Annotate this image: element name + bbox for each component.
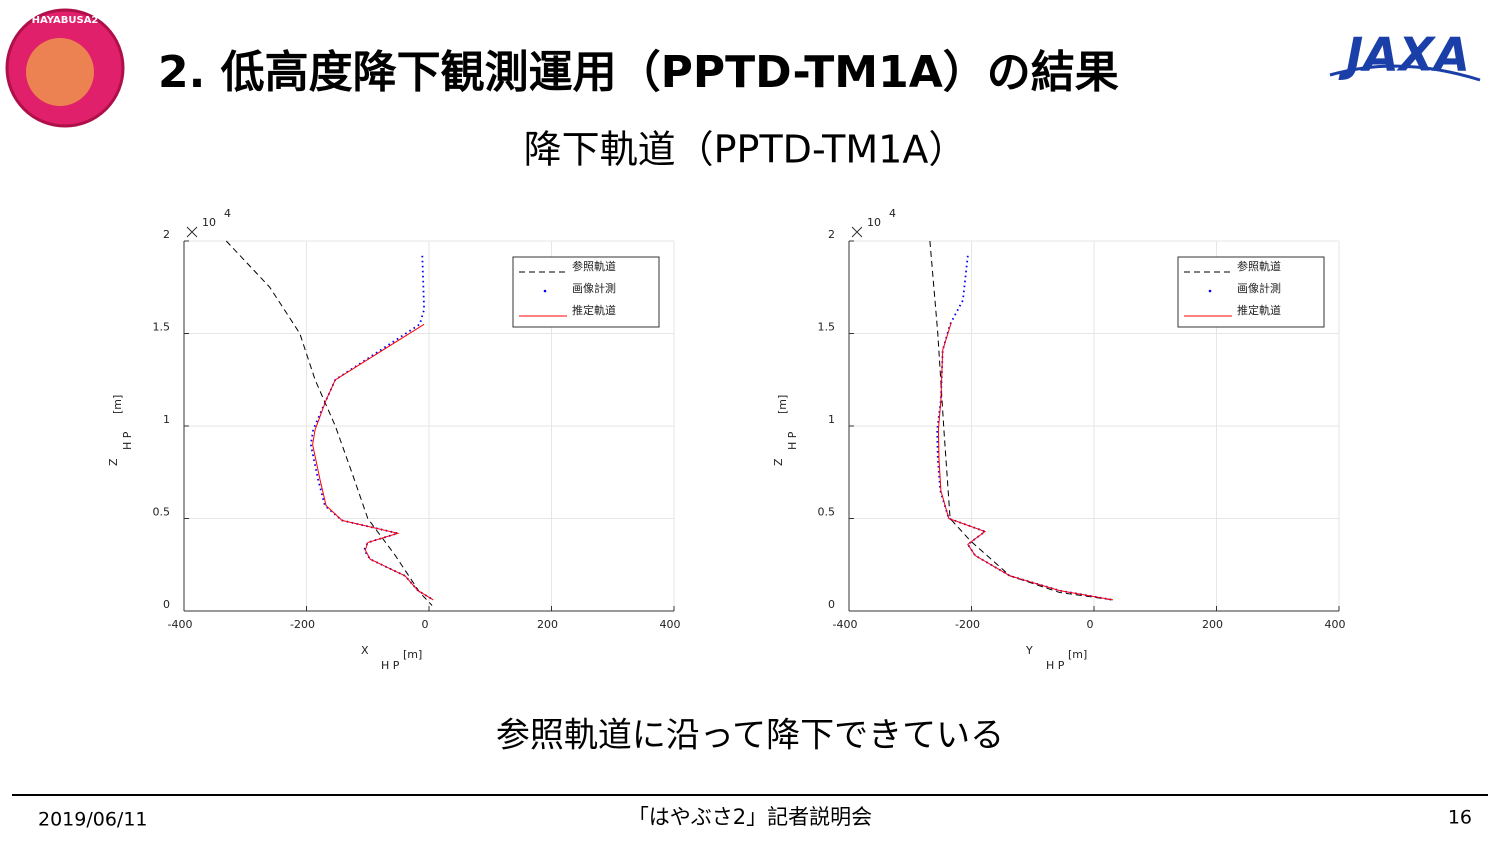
legend-label: 画像計測 <box>1237 281 1281 295</box>
x-label: X <box>361 644 369 657</box>
x-label: Y <box>1025 644 1033 657</box>
y-label-unit: [m] <box>776 395 789 414</box>
x-tick-label: -400 <box>168 618 193 631</box>
x-tick-label: 200 <box>537 618 558 631</box>
legend-label: 推定軌道 <box>572 303 616 317</box>
mission-logo-text: HAYABUSA2 <box>32 15 99 26</box>
y-tick-label: 1 <box>163 413 170 426</box>
y-tick-label: 0.5 <box>153 506 171 519</box>
y-multiplier: 10 <box>202 216 216 229</box>
x-tick-label: -200 <box>290 618 315 631</box>
multiplier-sign <box>186 226 198 238</box>
agency-logo-text: JAXA <box>1338 28 1470 82</box>
multiplier-sign <box>851 226 863 238</box>
x-label-sub: H P <box>381 659 400 672</box>
x-label-sub: H P <box>1046 659 1065 672</box>
y-tick-label: 2 <box>828 228 835 241</box>
legend-box <box>512 256 660 328</box>
series-line <box>225 240 433 606</box>
y-exponent: 4 <box>224 207 231 220</box>
slide-subtitle: 降下軌道（PPTD-TM1A） <box>524 128 967 172</box>
y-label-sub: H P <box>786 431 799 450</box>
x-tick-label: 400 <box>660 618 681 631</box>
x-tick-label: -400 <box>833 618 858 631</box>
y-tick-label: 1 <box>828 413 835 426</box>
y-multiplier: 10 <box>867 216 881 229</box>
x-label-unit: [m] <box>1068 648 1087 661</box>
legend-label: 推定軌道 <box>1237 303 1281 317</box>
y-label: ZH P [m] <box>772 395 799 466</box>
series-line <box>936 255 1114 601</box>
legend-box <box>1177 256 1325 328</box>
y-tick-label: 0 <box>163 598 170 611</box>
y-label-unit: [m] <box>111 395 124 414</box>
series-line <box>937 322 1114 601</box>
y-tick-label: 1.5 <box>153 321 171 334</box>
y-label-main: Z <box>772 458 785 466</box>
y-label-sub: H P <box>121 431 134 450</box>
legend-label: 画像計測 <box>572 281 616 295</box>
legend-swatch <box>1208 289 1212 293</box>
footer-page: 16 <box>1448 807 1472 829</box>
x-tick-label: 0 <box>422 618 429 631</box>
series-line <box>312 323 434 601</box>
y-exponent: 4 <box>889 207 896 220</box>
y-tick-label: 2 <box>163 228 170 241</box>
x-tick-label: 0 <box>1087 618 1094 631</box>
y-tick-label: 0.5 <box>818 506 836 519</box>
x-tick-label: 200 <box>1202 618 1223 631</box>
y-tick-label: 0 <box>828 598 835 611</box>
legend-swatch <box>543 289 547 293</box>
slide-title: 2. 低高度降下観測運用（PPTD-TM1A）の結果 <box>158 47 1119 98</box>
y-label-main: Z <box>107 458 120 466</box>
y-tick-label: 1.5 <box>818 321 836 334</box>
agency-logo: JAXA <box>1329 28 1481 82</box>
series-line <box>929 240 1114 601</box>
x-tick-label: -200 <box>955 618 980 631</box>
x-label-unit: [m] <box>403 648 422 661</box>
caption: 参照軌道に沿って降下できている <box>496 716 1004 756</box>
series-line <box>309 255 434 601</box>
footer-date: 2019/06/11 <box>38 809 148 831</box>
y-label: ZH P [m] <box>107 395 134 466</box>
legend-label: 参照軌道 <box>1237 259 1281 273</box>
legend-label: 参照軌道 <box>572 259 616 273</box>
mission-logo: HAYABUSA2 <box>5 8 125 128</box>
x-tick-label: 400 <box>1325 618 1346 631</box>
footer-event: 「はやぶさ2」記者説明会 <box>628 805 872 829</box>
